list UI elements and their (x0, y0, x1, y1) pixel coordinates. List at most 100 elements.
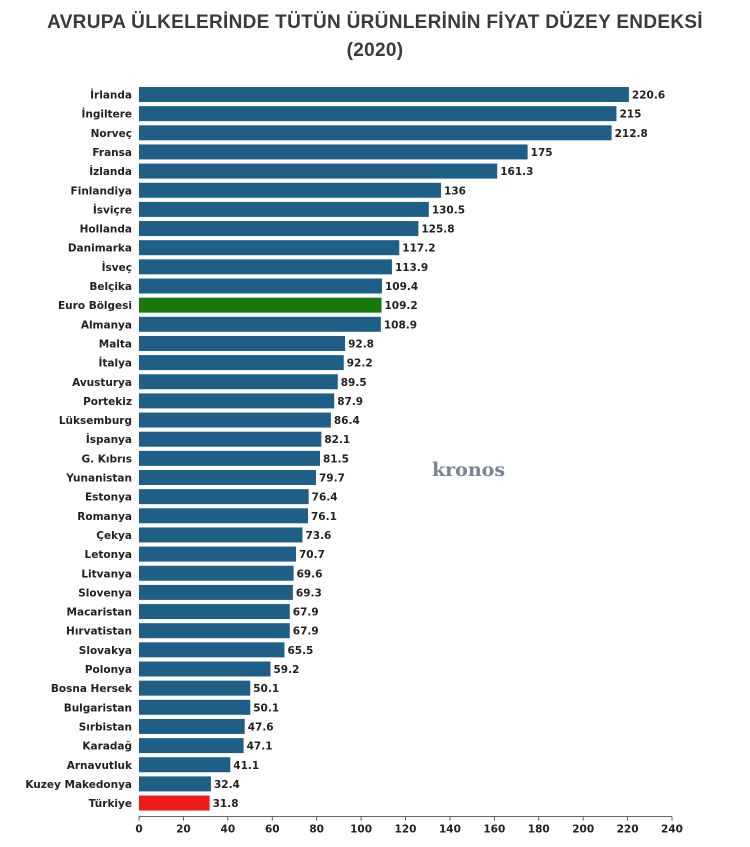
x-tick-label: 240 (661, 824, 683, 836)
category-label: İngiltere (81, 107, 132, 121)
category-label: Almanya (81, 319, 132, 331)
value-label: 79.7 (319, 473, 345, 485)
value-label: 69.6 (297, 568, 323, 580)
bar (139, 757, 231, 773)
category-label: Hırvatistan (66, 626, 132, 638)
bar (139, 565, 294, 581)
x-tick-label: 0 (135, 824, 142, 836)
x-tick-label: 60 (265, 824, 280, 836)
bar (139, 355, 344, 371)
x-tick-label: 80 (309, 824, 324, 836)
bar (139, 699, 251, 715)
category-label: Sırbistan (79, 721, 132, 733)
category-label: Malta (99, 338, 132, 350)
value-label: 92.8 (348, 338, 374, 350)
category-label: Portekiz (83, 396, 132, 408)
bar (139, 201, 429, 217)
bar (139, 316, 381, 332)
category-label: Hollanda (80, 224, 132, 236)
value-labels-group: 220.6 215 212.8 175 161.3 136 130.5 125.8 117.2 1… (213, 90, 666, 811)
value-label: 86.4 (334, 415, 360, 427)
bar (139, 163, 498, 179)
value-label: 41.1 (233, 760, 259, 772)
bar (139, 795, 210, 811)
category-label: Romanya (77, 511, 132, 523)
bar (139, 335, 346, 351)
bar (139, 642, 285, 658)
category-label: Bulgaristan (64, 702, 132, 714)
value-label: 67.9 (293, 607, 319, 619)
bar (139, 87, 629, 102)
bar (139, 776, 211, 792)
value-label: 67.9 (293, 626, 319, 638)
value-label: 220.6 (632, 90, 665, 102)
value-label: 212.8 (615, 128, 648, 140)
bar (139, 393, 335, 409)
value-label: 65.5 (287, 645, 313, 657)
x-tick-label: 20 (176, 824, 191, 836)
bar (139, 661, 271, 677)
value-label: 92.2 (347, 358, 373, 370)
category-label: Avusturya (72, 377, 132, 389)
category-label: Çekya (96, 530, 132, 542)
value-label: 175 (531, 147, 553, 159)
x-tick-label: 120 (395, 824, 417, 836)
bar (139, 546, 297, 562)
category-label: Slovakya (79, 645, 132, 657)
value-label: 89.5 (341, 377, 367, 389)
category-label: Macaristan (67, 607, 132, 619)
value-label: 117.2 (402, 243, 435, 255)
x-tick-label: 220 (617, 824, 639, 836)
x-tick-label: 40 (221, 824, 236, 836)
bar (139, 297, 382, 313)
value-label: 76.1 (311, 511, 337, 523)
bar (139, 374, 338, 390)
value-label: 31.8 (213, 798, 239, 810)
bar (139, 144, 528, 160)
category-label: Euro Bölgesi (58, 300, 132, 312)
value-label: 59.2 (273, 664, 299, 676)
bar (139, 527, 303, 543)
category-label: Danimarka (68, 243, 132, 255)
category-label: İsviçre (93, 202, 132, 216)
x-tick-label: 160 (483, 824, 505, 836)
category-label: Finlandiya (71, 185, 132, 197)
category-label: G. Kıbrıs (81, 453, 132, 465)
category-label: İrlanda (90, 88, 132, 102)
bar (139, 412, 331, 428)
category-label: Norveç (91, 128, 132, 140)
value-label: 73.6 (305, 530, 331, 542)
category-label: İspanya (86, 432, 132, 446)
watermark-logo: kronos (432, 459, 505, 481)
category-label: Polonya (85, 664, 132, 676)
category-label: Letonya (85, 549, 132, 561)
category-label: İzlanda (89, 164, 132, 178)
value-label: 87.9 (337, 396, 363, 408)
value-label: 136 (444, 185, 466, 197)
bar (139, 182, 442, 198)
x-axis: 0 20 40 60 80 100 120 140 160 180 200 220 240 (135, 816, 683, 836)
category-labels-group: İrlanda İngiltere Norveç Fransa İzlanda Finla… (25, 88, 133, 811)
bar (139, 623, 290, 639)
category-label: Lüksemburg (59, 415, 132, 427)
value-label: 82.1 (324, 434, 350, 446)
bars-group (139, 87, 629, 811)
value-label: 47.1 (247, 741, 273, 753)
category-label: Litvanya (81, 568, 132, 580)
bar (139, 240, 400, 256)
category-label: İtalya (98, 356, 132, 370)
category-label: Bosna Hersek (51, 683, 133, 695)
category-label: Fransa (92, 147, 132, 159)
value-label: 47.6 (248, 721, 274, 733)
bar (139, 738, 244, 754)
category-label: Slovenya (78, 587, 132, 599)
bar (139, 470, 317, 485)
bar (139, 489, 309, 505)
bar (139, 508, 309, 524)
value-label: 215 (619, 109, 641, 121)
bar (139, 680, 251, 696)
bar (139, 450, 320, 466)
value-label: 113.9 (395, 262, 428, 274)
value-label: 69.3 (296, 587, 322, 599)
